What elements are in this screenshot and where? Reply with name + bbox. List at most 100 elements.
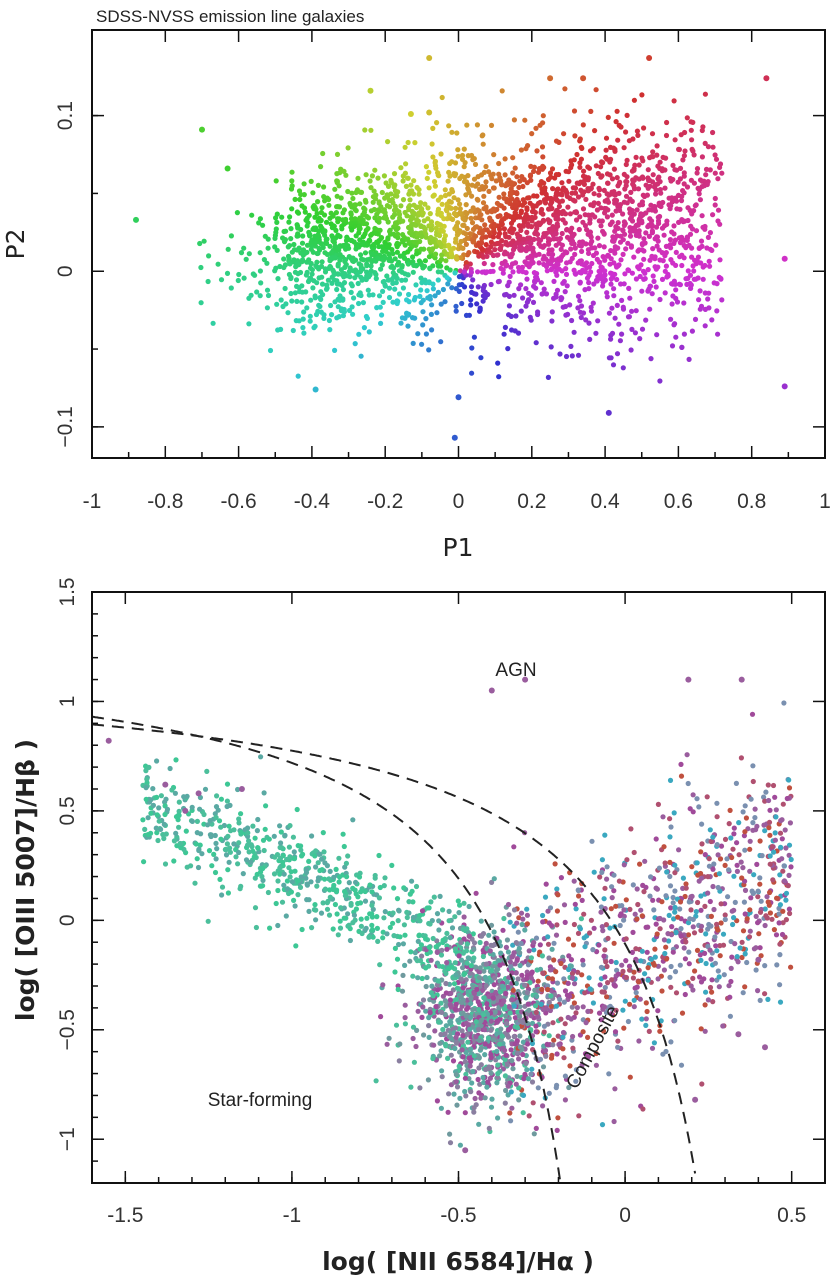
p1-data-point [319, 259, 325, 265]
p1-data-point [532, 279, 538, 285]
bpt-data-point [427, 1009, 433, 1016]
p1-data-point [615, 220, 621, 226]
p1-data-point [620, 227, 626, 234]
p1-data-point [273, 265, 279, 271]
bpt-data-point [663, 944, 669, 950]
p1-data-point [288, 226, 294, 232]
bpt-data-point [420, 1004, 426, 1010]
bpt-data-point [730, 921, 736, 928]
p1-data-point [548, 267, 554, 273]
bpt-data-point [521, 1076, 527, 1082]
p1-data-point [248, 292, 254, 298]
bpt-data-point [710, 834, 716, 840]
bpt-data-point [376, 895, 382, 901]
bpt-data-point [467, 1063, 473, 1069]
bpt-data-point [482, 1095, 488, 1101]
p1-data-point [533, 252, 539, 258]
p1-data-point [524, 205, 530, 211]
p1-data-point [657, 296, 663, 303]
bpt-data-point [525, 1076, 532, 1082]
bpt-data-point [575, 969, 581, 975]
bpt-data-point [146, 764, 152, 771]
bpt-data-point [308, 879, 314, 885]
bpt-data-point [644, 949, 650, 955]
bpt-data-point [545, 975, 552, 981]
bpt-data-point [410, 899, 416, 905]
bpt-data-point [608, 906, 614, 912]
p1-data-point [468, 215, 474, 221]
p1-data-point [635, 132, 641, 138]
p1-data-point [704, 245, 710, 251]
p1-data-point [563, 312, 569, 318]
p1-data-point [566, 178, 572, 184]
p1-data-point [274, 211, 280, 217]
bpt-data-point [223, 852, 230, 858]
bpt-data-point [453, 996, 460, 1002]
p1-data-point [513, 313, 519, 319]
bpt-point-layer [105, 676, 794, 1154]
bpt-data-point [726, 821, 732, 827]
p1-data-point [307, 318, 313, 324]
p1-data-point [618, 233, 624, 239]
bpt-data-point [603, 922, 610, 928]
bpt-data-point [707, 827, 713, 833]
p1-data-point [386, 294, 393, 301]
bpt-data-point [238, 811, 244, 817]
p1-data-point [717, 221, 723, 227]
p1-data-point [438, 301, 444, 307]
bpt-data-point [279, 899, 286, 905]
bpt-data-point [517, 962, 523, 969]
bpt-data-point [266, 836, 272, 842]
bpt-data-point [684, 752, 690, 758]
p1-data-point [264, 260, 270, 266]
p1-data-point [335, 304, 341, 310]
bpt-data-point [505, 901, 512, 908]
bpt-data-point [702, 903, 708, 910]
bpt-data-point [473, 1019, 479, 1025]
bpt-data-point [549, 1052, 555, 1058]
p1-data-point [304, 305, 310, 311]
p1-data-point [337, 293, 343, 299]
p1-data-point [426, 279, 432, 285]
bpt-data-point [621, 907, 627, 913]
bpt-data-point [694, 860, 700, 866]
bpt-data-point [525, 1041, 531, 1047]
p1-data-point [359, 277, 365, 283]
bpt-data-point [655, 801, 662, 808]
p1-data-point [551, 278, 557, 284]
p1-data-point [328, 302, 334, 309]
bpt-data-point [515, 1009, 521, 1015]
p1-data-point [488, 122, 495, 128]
bpt-data-point [661, 967, 668, 973]
bpt-data-point [615, 1044, 621, 1050]
p1-data-point [572, 209, 578, 215]
bpt-data-point [142, 826, 148, 833]
p1-data-point [590, 300, 596, 306]
p1-data-point [438, 242, 444, 248]
bpt-data-point [369, 889, 375, 895]
bpt-data-point [648, 874, 654, 880]
p1-data-point [502, 324, 508, 330]
p1-data-point [431, 179, 438, 185]
bpt-data-point [486, 1125, 492, 1131]
p1-data-point [471, 334, 477, 340]
p1-data-point [639, 288, 645, 294]
p1-data-point [674, 167, 680, 173]
bpt-data-point [171, 838, 177, 844]
bpt-data-point [662, 860, 668, 866]
bpt-data-point [481, 968, 487, 974]
p1-data-point [454, 256, 460, 262]
bpt-data-point [740, 809, 746, 815]
bpt-data-point [608, 958, 614, 965]
bpt-data-point [504, 937, 510, 943]
panel1-y-tick-label: 0 [54, 265, 77, 277]
bpt-data-point [786, 777, 792, 783]
bpt-data-point [452, 914, 458, 920]
bpt-data-point [525, 962, 532, 968]
p1-data-point [529, 131, 535, 137]
bpt-data-point [778, 818, 784, 824]
p1-data-point [498, 243, 504, 249]
bpt-data-point [529, 1040, 536, 1047]
p1-data-point [564, 193, 570, 199]
p1-data-point [616, 262, 622, 268]
